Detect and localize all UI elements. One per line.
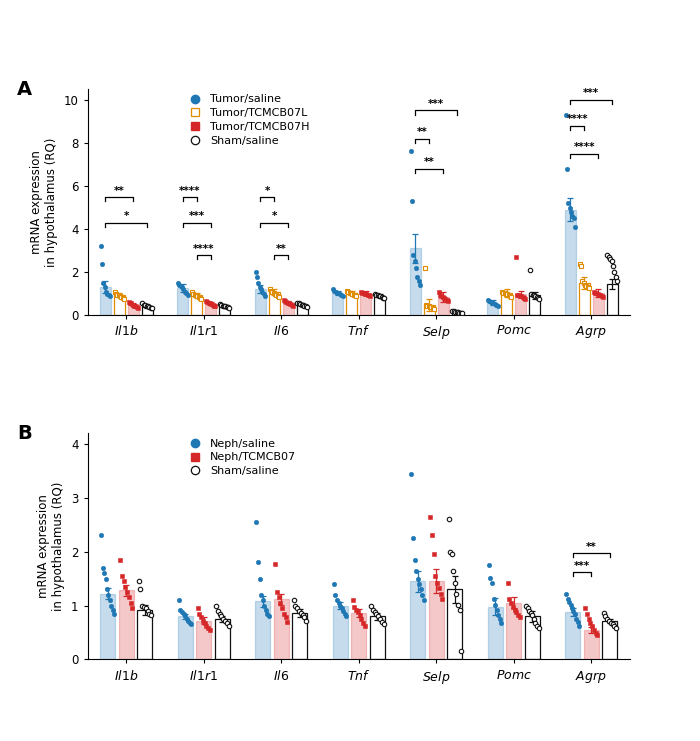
Y-axis label: mRNA expression
in hypothalamus (RQ): mRNA expression in hypothalamus (RQ) — [30, 137, 58, 267]
Bar — [100, 594, 115, 659]
Text: A: A — [17, 80, 32, 99]
Text: *: * — [265, 185, 270, 196]
Text: ****: **** — [566, 114, 588, 124]
Bar — [113, 295, 125, 316]
Bar — [452, 312, 463, 316]
Bar — [515, 294, 526, 316]
Bar — [584, 630, 598, 659]
Bar — [603, 621, 617, 659]
Bar — [565, 612, 580, 659]
Bar — [525, 617, 540, 659]
Text: ***: *** — [428, 99, 444, 109]
Bar — [293, 613, 307, 659]
Legend: Neph/saline, Neph/TCMCB07, Sham/saline: Neph/saline, Neph/TCMCB07, Sham/saline — [180, 434, 300, 481]
Bar — [99, 288, 111, 316]
Bar — [269, 292, 280, 316]
Legend: Tumor/saline, Tumor/TCMCB07L, Tumor/TCMCB07H, Sham/saline: Tumor/saline, Tumor/TCMCB07L, Tumor/TCMC… — [180, 90, 314, 150]
Bar — [565, 210, 576, 316]
Bar — [424, 305, 435, 316]
Text: **: ** — [276, 244, 286, 253]
Bar — [256, 601, 270, 659]
Bar — [506, 603, 522, 659]
Text: ***: *** — [574, 561, 590, 571]
Bar — [191, 296, 202, 316]
Text: **: ** — [114, 185, 125, 196]
Text: **: ** — [417, 127, 428, 137]
Bar — [219, 305, 230, 316]
Y-axis label: mRNA expression
in hypothalamus (RQ): mRNA expression in hypothalamus (RQ) — [37, 482, 65, 611]
Bar — [141, 306, 153, 316]
Bar — [579, 282, 590, 316]
Bar — [119, 591, 134, 659]
Bar — [488, 607, 503, 659]
Text: B: B — [17, 424, 32, 443]
Text: *: * — [272, 211, 277, 222]
Bar — [215, 619, 230, 659]
Bar — [487, 303, 498, 316]
Bar — [178, 617, 193, 659]
Bar — [447, 589, 462, 659]
Text: ****: **** — [573, 142, 595, 153]
Bar — [370, 617, 385, 659]
Text: ****: **** — [193, 244, 214, 253]
Bar — [501, 293, 512, 316]
Bar — [332, 605, 348, 659]
Text: **: ** — [586, 542, 596, 551]
Bar — [374, 296, 385, 316]
Bar — [429, 582, 444, 659]
Bar — [529, 296, 540, 316]
Bar — [593, 293, 604, 316]
Text: **: ** — [424, 158, 435, 167]
Text: ****: **** — [179, 185, 201, 196]
Bar — [297, 305, 308, 316]
Bar — [346, 293, 358, 316]
Bar — [410, 582, 425, 659]
Bar — [177, 288, 188, 316]
Text: ***: *** — [189, 211, 205, 222]
Text: ***: *** — [583, 88, 599, 99]
Bar — [127, 304, 139, 316]
Bar — [283, 302, 294, 316]
Bar — [351, 613, 366, 659]
Bar — [410, 248, 421, 316]
Bar — [196, 621, 211, 659]
Bar — [137, 610, 153, 659]
Bar — [255, 289, 266, 316]
Text: *: * — [124, 211, 129, 222]
Bar — [607, 284, 618, 316]
Bar — [332, 293, 344, 316]
Bar — [274, 599, 288, 659]
Bar — [205, 304, 216, 316]
Bar — [438, 297, 449, 316]
Bar — [360, 293, 371, 316]
